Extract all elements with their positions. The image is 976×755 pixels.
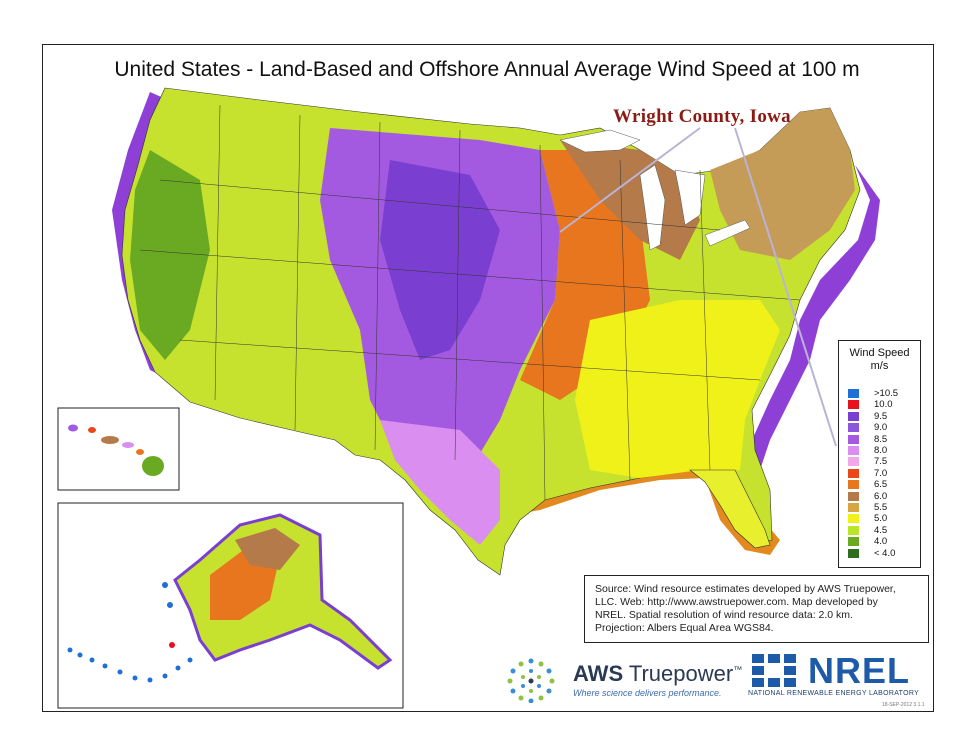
offshore-band-gulf: [485, 465, 780, 555]
legend-swatch: [848, 491, 859, 501]
plains-peak-wind: [380, 160, 500, 360]
legend-swatch: [848, 468, 859, 478]
legend-label: 7.5: [874, 456, 888, 468]
legend-item: 8.5: [848, 433, 918, 445]
legend-swatch: [848, 400, 859, 410]
legend-item: 9.0: [848, 422, 918, 434]
legend-label: 7.0: [874, 467, 888, 479]
callout-lines: [559, 127, 837, 447]
source-box: Source: Wind resource estimates develope…: [584, 575, 929, 643]
legend-item: 4.5: [848, 524, 918, 536]
legend-swatch: [848, 389, 859, 398]
aws-tm: ™: [733, 664, 743, 675]
legend-item: 5.0: [848, 513, 918, 525]
map-title: United States - Land-Based and Offshore …: [114, 58, 860, 81]
aws-tagline: Where science delivers performance.: [573, 688, 722, 698]
legend-title-line2: m/s: [870, 360, 889, 372]
texas-purple: [380, 420, 500, 545]
legend-swatch: [848, 503, 859, 512]
legend-swatch: [848, 537, 859, 547]
date-stamp: 18-SEP-2012 3.1.1: [882, 702, 925, 708]
legend-swatch: [848, 457, 859, 467]
nrel-full-name: NATIONAL RENEWABLE ENERGY LABORATORY: [748, 690, 920, 697]
legend-item: 5.5: [848, 502, 918, 513]
legend-label: 5.5: [874, 502, 888, 513]
offshore-band-east: [752, 165, 880, 470]
west-green: [130, 150, 210, 360]
source-line-3: NREL. Spatial resolution of wind resourc…: [595, 609, 853, 621]
legend-item: 6.5: [848, 479, 918, 491]
southeast-yellow: [575, 300, 780, 478]
legend-label: 8.0: [874, 445, 888, 456]
aws-truepower-logo: AWS Truepower™ Where science delivers pe…: [505, 655, 745, 704]
legend-label: 8.5: [874, 433, 888, 445]
lake-michigan: [639, 164, 666, 251]
legend-item: 9.5: [848, 410, 918, 422]
aws-wordmark-rest: Truepower: [628, 661, 734, 686]
legend-label: 9.5: [874, 410, 888, 422]
hawaii-inset: [57, 407, 180, 491]
legend-label: < 4.0: [874, 547, 896, 559]
state-borders: [139, 104, 801, 501]
nrel-grid-icon: [752, 654, 796, 687]
source-line-1: Source: Wind resource estimates develope…: [595, 583, 896, 595]
legend-item: < 4.0: [848, 547, 918, 559]
legend-label: 6.5: [874, 479, 888, 491]
aws-wordmark-bold: AWS: [573, 661, 624, 686]
legend-label: >10.5: [874, 388, 899, 399]
legend-item: 10.0: [848, 399, 918, 411]
legend-item: 8.0: [848, 445, 918, 456]
legend-item: 7.0: [848, 467, 918, 479]
legend-swatch: [848, 434, 859, 444]
midwest-brown: [560, 140, 700, 260]
legend-swatch: [848, 411, 859, 421]
legend-label: 4.5: [874, 524, 888, 536]
legend-item: >10.5: [848, 388, 918, 399]
lake-erie: [704, 219, 751, 247]
lake-superior: [559, 129, 641, 153]
nrel-wordmark: NREL: [808, 650, 910, 691]
alaska-brown: [235, 528, 300, 570]
legend-label: 9.0: [874, 422, 888, 434]
florida: [689, 469, 771, 549]
legend-item: 7.5: [848, 456, 918, 468]
legend-title-line1: Wind Speed: [849, 347, 910, 359]
legend-swatch: [848, 423, 859, 433]
legend-item: 6.0: [848, 490, 918, 502]
aws-wordmark: AWS Truepower™: [573, 661, 742, 687]
hawaii-islands: [68, 424, 164, 476]
legend-label: 10.0: [874, 399, 893, 411]
legend-swatch: [848, 446, 859, 455]
legend-label: 6.0: [874, 490, 888, 502]
legend-swatch: [848, 548, 859, 558]
legend-label: 5.0: [874, 513, 888, 525]
legend-item: 4.0: [848, 536, 918, 548]
alaska-land: [173, 513, 393, 670]
nrel-logo: NREL NATIONAL RENEWABLE ENERGY LABORATOR…: [748, 650, 928, 702]
source-line-2: LLC. Web: http://www.awstruepower.com. M…: [595, 596, 878, 608]
legend-swatch: [848, 480, 859, 490]
legend-swatch: [848, 514, 859, 524]
wright-county-callout: Wright County, Iowa: [613, 106, 791, 127]
source-line-4: Projection: Albers Equal Area WGS84.: [595, 622, 774, 634]
legend-title: Wind Speed m/s: [839, 347, 920, 373]
wind-speed-legend: Wind Speed m/s >10.5 10.0 9.5 9.0 8.5 8.0 7.5 7…: [838, 340, 921, 568]
legend-swatch: [848, 525, 859, 535]
aws-dots-icon: [507, 658, 555, 704]
legend-label: 4.0: [874, 536, 888, 548]
aleutian-islands: [67, 582, 193, 683]
